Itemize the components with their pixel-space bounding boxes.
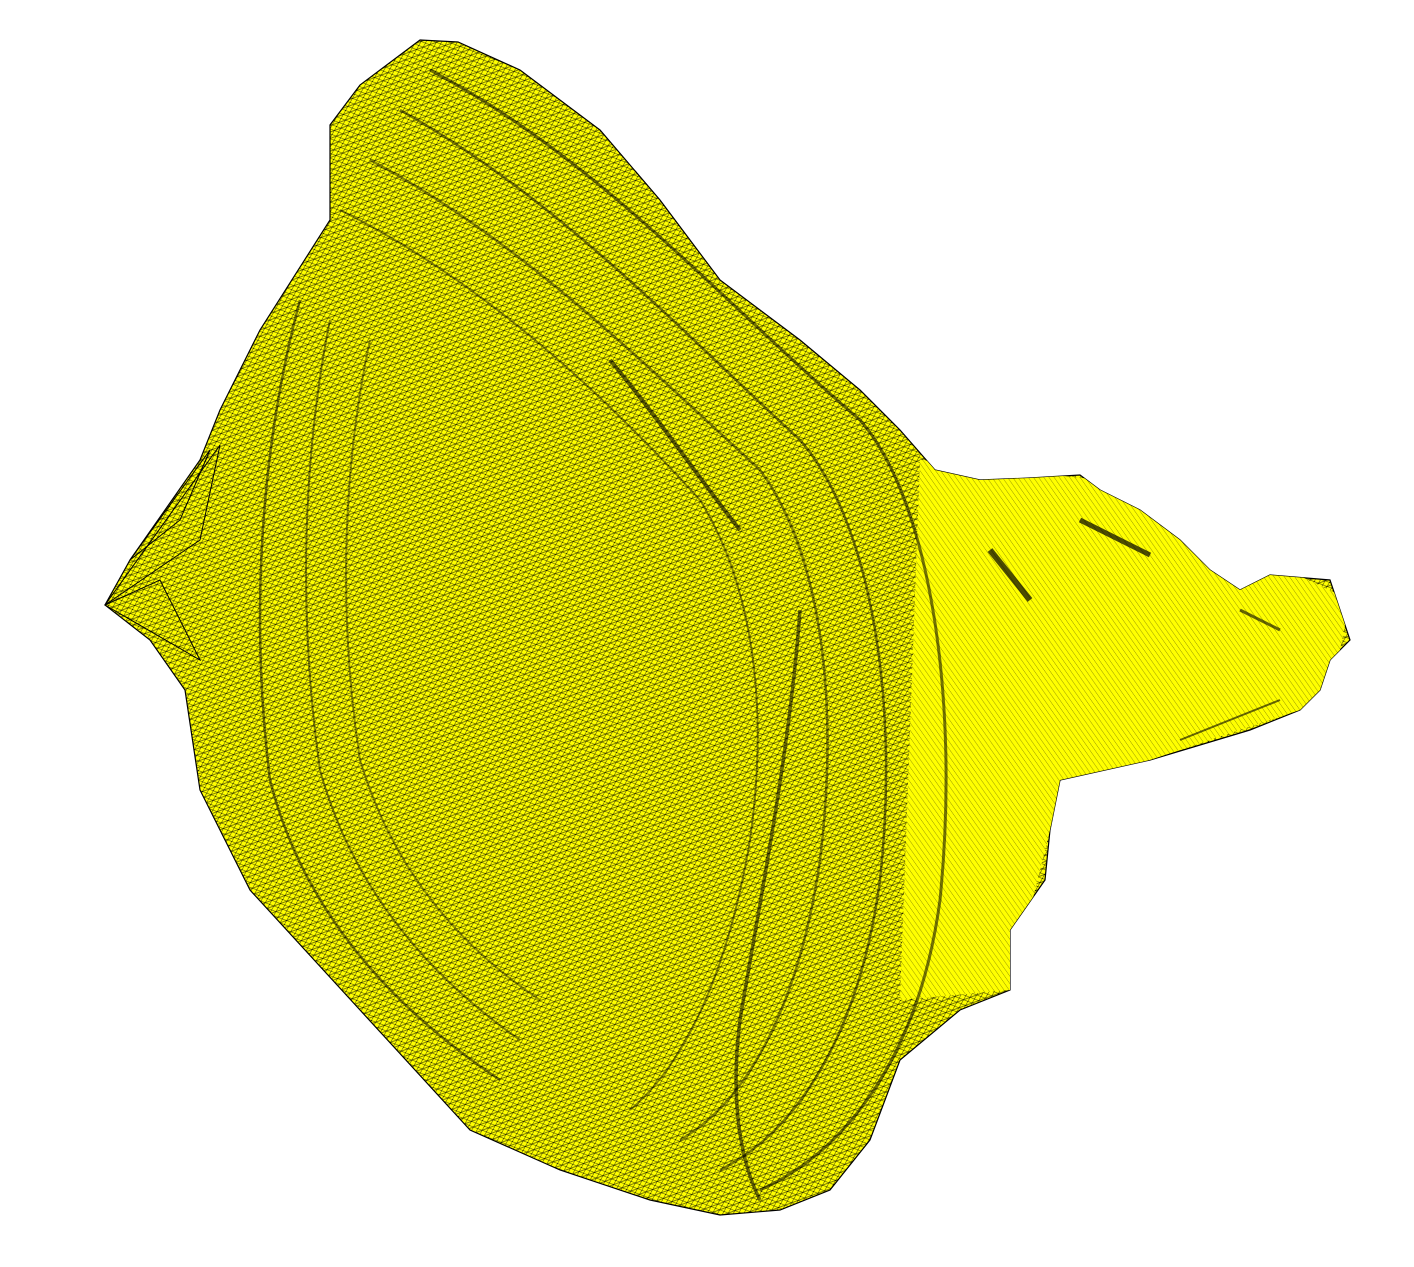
mesh-contour-lines: [258, 68, 1281, 1201]
mesh-loose-triangles: [103, 444, 221, 662]
mesh-body: [103, 39, 1351, 1216]
mesh-tail-region: [900, 460, 1350, 1000]
